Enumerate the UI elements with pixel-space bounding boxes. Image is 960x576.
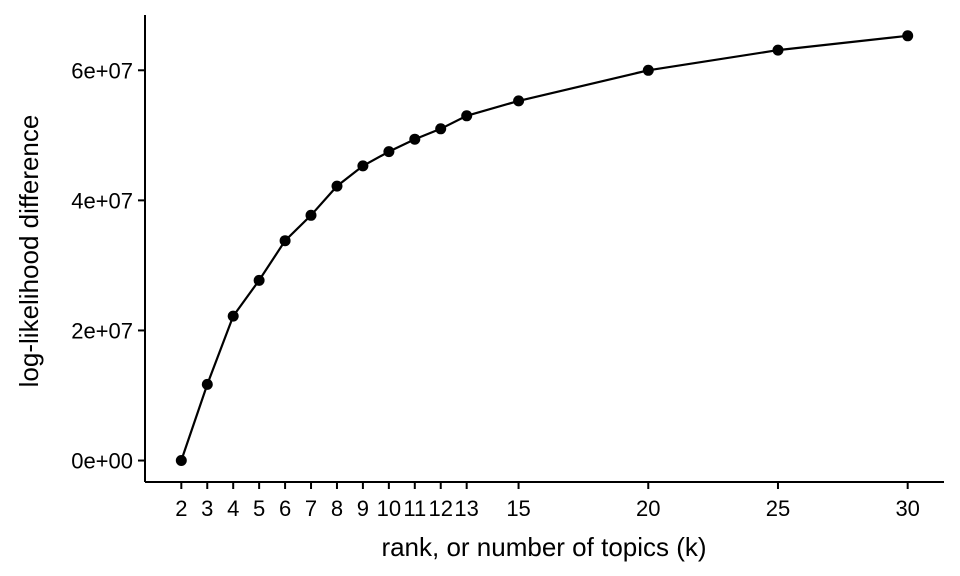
series-line bbox=[180, 34, 908, 461]
x-tick-label-12: 12 bbox=[428, 496, 452, 521]
data-point-30 bbox=[902, 30, 914, 42]
x-axis-ticks: 2 3 4 5 6 7 8 9 10 11 12 13 15 20 25 30 bbox=[175, 482, 920, 521]
x-tick-label-15: 15 bbox=[506, 496, 530, 521]
x-tick-label-5: 5 bbox=[253, 496, 265, 521]
data-point-7 bbox=[305, 209, 317, 221]
data-point-3 bbox=[201, 378, 213, 390]
data-point-13 bbox=[461, 110, 473, 122]
data-point-15 bbox=[513, 95, 525, 107]
x-tick-label-13: 13 bbox=[454, 496, 478, 521]
x-tick-label-3: 3 bbox=[201, 496, 213, 521]
plot-area bbox=[175, 30, 914, 466]
y-tick-label-1: 2e+07 bbox=[71, 318, 133, 343]
x-tick-label-4: 4 bbox=[227, 496, 239, 521]
x-tick-label-2: 2 bbox=[175, 496, 187, 521]
y-axis-title: log-likelihood difference bbox=[14, 115, 44, 388]
y-tick-label-0: 0e+00 bbox=[71, 449, 133, 474]
y-tick-label-3: 6e+07 bbox=[71, 58, 133, 83]
y-axis-ticks: 0e+00 2e+07 4e+07 6e+07 bbox=[71, 58, 145, 474]
data-point-10 bbox=[383, 146, 395, 158]
x-tick-label-10: 10 bbox=[377, 496, 401, 521]
x-tick-label-7: 7 bbox=[305, 496, 317, 521]
x-tick-label-8: 8 bbox=[331, 496, 343, 521]
data-point-11 bbox=[409, 133, 421, 145]
data-point-25 bbox=[772, 44, 784, 56]
x-tick-label-25: 25 bbox=[766, 496, 790, 521]
x-axis-title: rank, or number of topics (k) bbox=[381, 532, 706, 562]
data-point-2 bbox=[175, 455, 187, 466]
data-point-8 bbox=[331, 180, 343, 192]
x-tick-label-11: 11 bbox=[403, 496, 426, 521]
data-point-5 bbox=[253, 274, 265, 286]
x-tick-label-20: 20 bbox=[636, 496, 660, 521]
data-point-6 bbox=[279, 235, 291, 247]
y-tick-label-2: 4e+07 bbox=[71, 188, 133, 213]
data-point-12 bbox=[435, 123, 447, 135]
x-tick-label-6: 6 bbox=[279, 496, 291, 521]
x-tick-label-30: 30 bbox=[895, 496, 919, 521]
x-tick-label-9: 9 bbox=[357, 496, 369, 521]
data-point-4 bbox=[227, 310, 239, 322]
data-point-9 bbox=[357, 160, 369, 172]
data-point-20 bbox=[642, 64, 654, 76]
